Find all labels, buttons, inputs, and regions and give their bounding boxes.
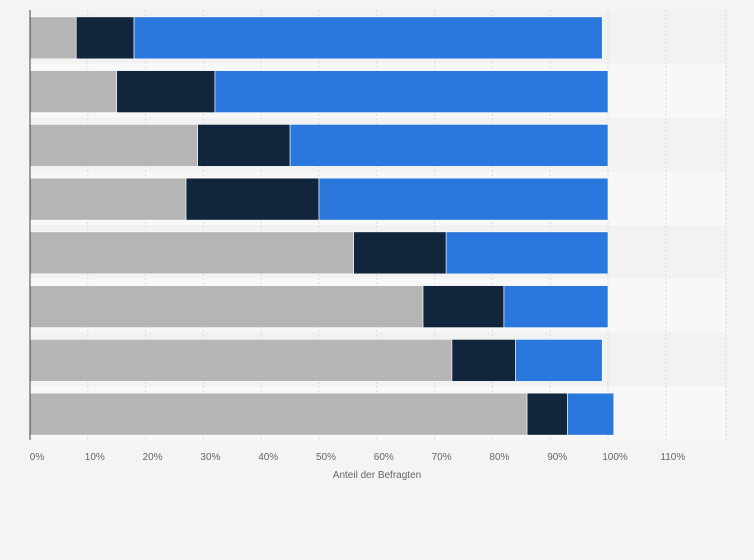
bar-segment-series-2[interactable] [116,70,216,113]
bar-segment-series-3[interactable] [214,70,609,113]
bar-segment-series-1[interactable] [29,16,77,60]
bar-segment-series-1[interactable] [29,392,528,436]
x-tick-label: 20% [143,452,163,463]
bar-segment-series-3[interactable] [318,177,609,221]
x-tick-label: 30% [200,452,220,463]
bar-segment-series-3[interactable] [445,231,609,275]
x-tick-label: 80% [489,452,509,463]
bar-segment-series-1[interactable] [29,339,453,382]
x-tick-label: 40% [258,452,278,463]
x-tick-labels: 0% 10% 20% 30% 40% 50% 60% 70% 80% 90% 100% 110% [30,452,686,463]
x-axis-title: Anteil der Befragten [333,470,421,481]
bar-segment-series-3[interactable] [289,124,609,167]
bars [29,16,615,436]
bar-segment-series-1[interactable] [29,231,354,275]
bar-segment-series-1[interactable] [29,70,117,113]
bar-segment-series-2[interactable] [353,231,447,275]
bar-segment-series-1[interactable] [29,285,424,328]
x-tick-label: 0% [30,452,45,463]
x-tick-label: 10% [85,452,105,463]
x-tick-label: 70% [432,452,452,463]
bar-segment-series-3[interactable] [515,339,603,382]
x-tick-label: 60% [374,452,394,463]
x-tick-label: 50% [316,452,336,463]
bar-segment-series-1[interactable] [29,124,198,167]
x-tick-label: 90% [547,452,567,463]
bar-segment-series-1[interactable] [29,177,187,221]
bar-segment-series-3[interactable] [133,16,603,60]
x-tick-label: 100% [602,452,628,463]
bar-segment-series-2[interactable] [526,392,568,436]
bar-segment-series-2[interactable] [197,124,291,167]
x-tick-label: 110% [660,452,685,463]
bar-segment-series-3[interactable] [567,392,615,436]
bar-segment-series-2[interactable] [422,285,505,328]
bar-segment-series-3[interactable] [503,285,609,328]
bar-segment-series-2[interactable] [185,177,320,221]
bar-segment-series-2[interactable] [451,339,516,382]
bar-segment-series-2[interactable] [75,16,135,60]
